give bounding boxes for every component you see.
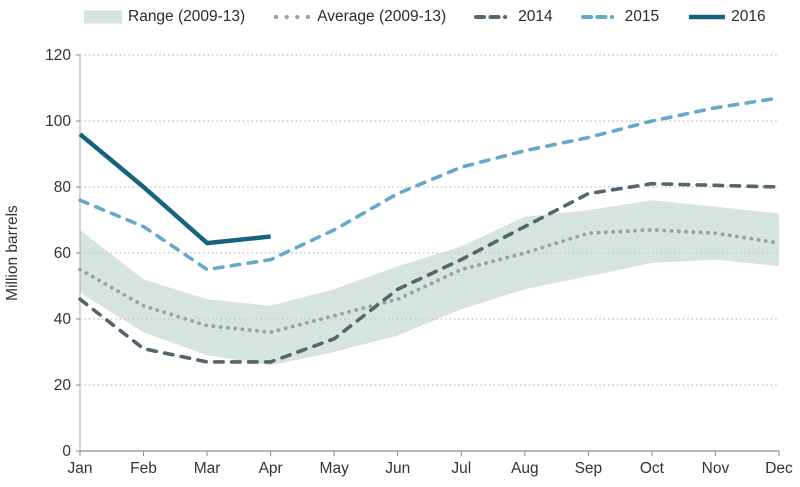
legend-item-average: Average (2009-13): [273, 8, 446, 26]
legend-item-2015: 2015: [580, 8, 660, 26]
legend-item-2014: 2014: [474, 8, 553, 26]
x-tick-label: Jan: [68, 460, 93, 477]
x-tick-label: Oct: [640, 460, 665, 477]
y-tick-label: 60: [54, 245, 72, 262]
y-tick-label: 0: [62, 443, 71, 460]
x-tick-label: May: [320, 460, 350, 477]
legend-label-2015: 2015: [624, 8, 660, 25]
line-2016-swatch: [687, 10, 727, 24]
x-tick-label: Mar: [194, 460, 221, 477]
range-swatch: [84, 10, 124, 24]
y-tick-label: 40: [54, 311, 72, 328]
legend-label-average: Average (2009-13): [317, 8, 447, 25]
series-line-2016: [78, 132, 271, 246]
x-tick-label: Jun: [385, 460, 410, 477]
legend-item-2016: 2016: [687, 8, 766, 26]
legend-label-2014: 2014: [518, 8, 553, 25]
series-line-2015: [78, 96, 781, 272]
x-tick-label: Nov: [702, 460, 730, 477]
y-tick-label: 80: [54, 179, 72, 196]
line-2015-swatch: [580, 10, 621, 24]
y-axis-title: Million barrels: [4, 205, 21, 301]
series-line-average-2009-13-: [78, 227, 781, 335]
x-tick-label: Aug: [511, 460, 539, 477]
legend-item-range: Range (2009-13): [84, 8, 245, 26]
chart-legend: Range (2009-13) Average (2009-13) 2014 2…: [84, 8, 766, 26]
legend-label-2016: 2016: [731, 8, 766, 25]
range-band: [80, 200, 779, 366]
y-tick-label: 20: [54, 377, 72, 394]
line-2014-swatch: [474, 10, 515, 24]
x-tick-label: Feb: [130, 460, 157, 477]
x-tick-label: Dec: [765, 460, 793, 477]
x-tick-label: Jul: [451, 460, 471, 477]
series-line-2014: [78, 181, 781, 364]
range-swatch-rect: [84, 10, 122, 24]
y-tick-label: 120: [45, 47, 71, 64]
average-line-swatch: [273, 10, 314, 24]
x-tick-label: Sep: [575, 460, 603, 477]
y-tick-label: 100: [45, 113, 71, 130]
x-tick-label: Apr: [259, 460, 283, 477]
legend-label-range: Range (2009-13): [128, 8, 246, 25]
